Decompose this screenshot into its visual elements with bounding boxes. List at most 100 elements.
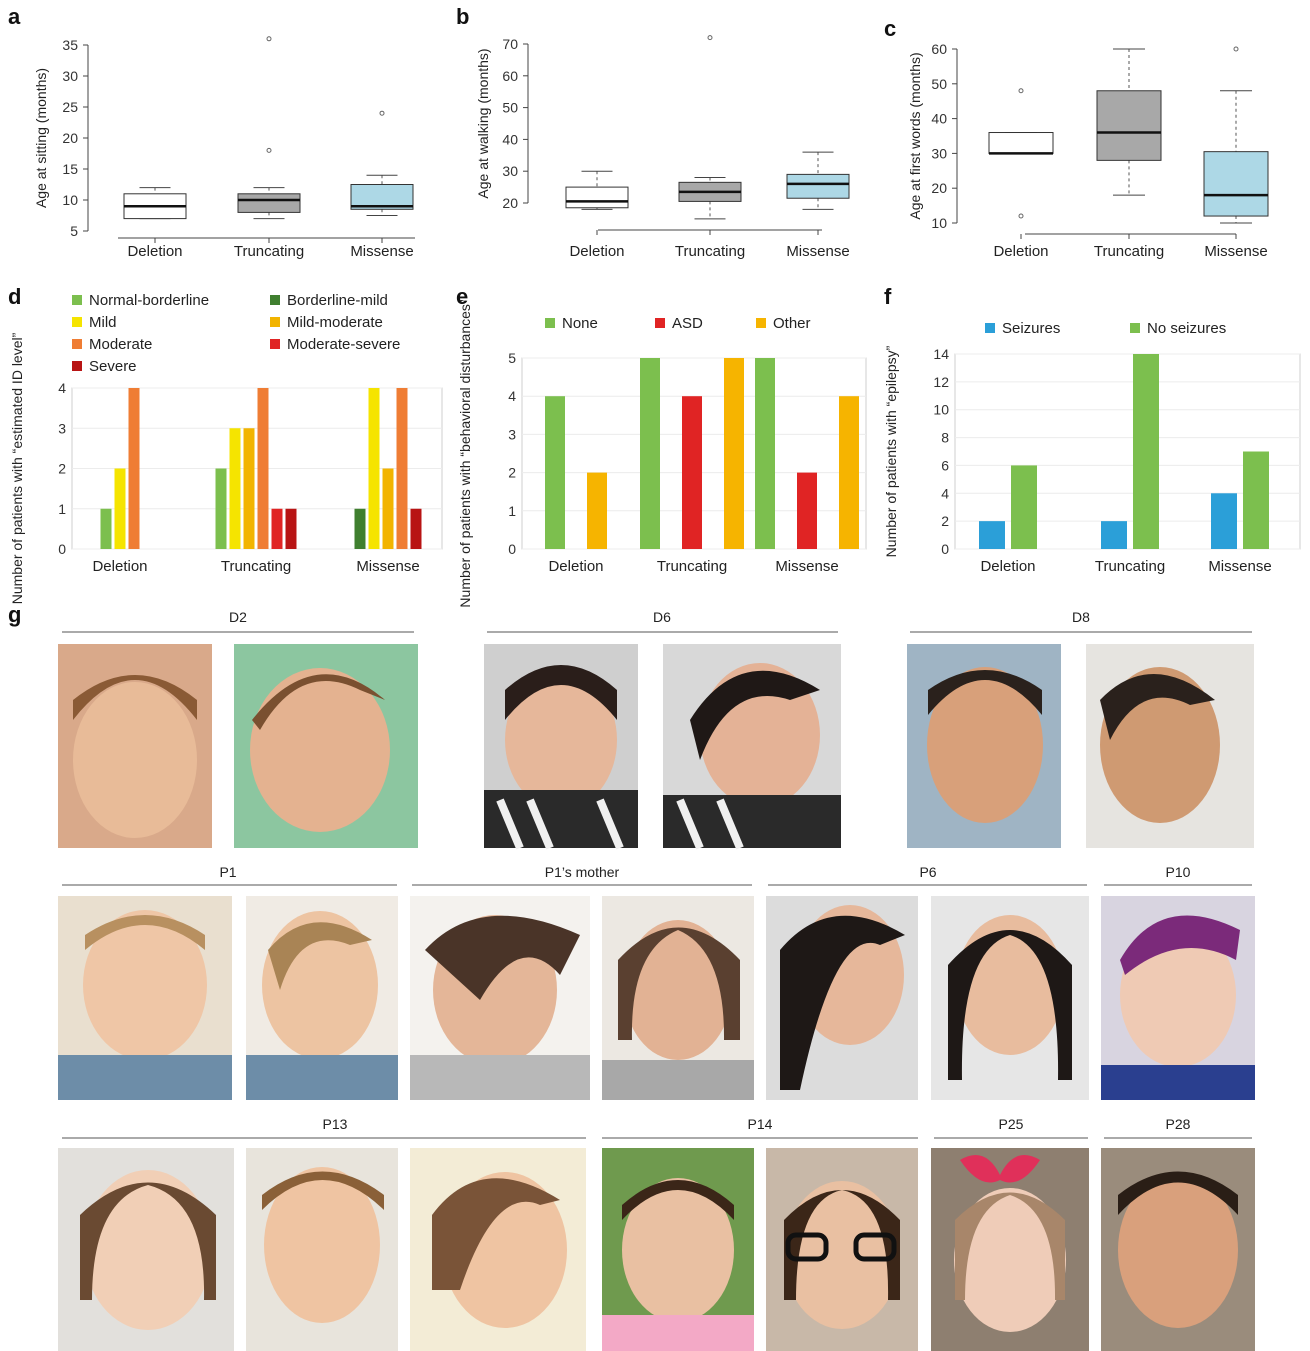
chart-age-at-sitting: 5 10 15 20 25 30 35 Deletion Truncating Missense A… (33, 36, 415, 260)
bar-missense-severe (410, 508, 422, 549)
photo-p10-frontal (1101, 896, 1255, 1100)
y-tick-label: 2 (58, 461, 66, 477)
category-label-missense: Missense (1204, 243, 1267, 260)
legend-swatch (545, 318, 555, 328)
group-label-p14: P14 (748, 1116, 773, 1132)
bar-deletion-seizures (979, 521, 1005, 549)
bar-truncating-moderate-severe (271, 508, 283, 549)
legend-label: ASD (672, 315, 703, 332)
box-missense (1203, 151, 1269, 217)
group-label-p1-mother: P1’s mother (545, 864, 620, 880)
legend-swatch (1130, 323, 1140, 333)
y-tick-label: 50 (931, 76, 947, 92)
y-axis-title: Age at sitting (months) (33, 68, 49, 208)
photo-p13-profile (410, 1148, 586, 1351)
bar-missense-mild (368, 388, 380, 549)
legend-swatch (270, 317, 280, 327)
outlier-point (379, 110, 385, 116)
y-tick-label: 0 (58, 541, 66, 557)
legend-label: Moderate (89, 336, 152, 353)
legend-label: Mild-moderate (287, 314, 383, 331)
y-tick-label: 3 (58, 420, 66, 436)
category-label-truncating: Truncating (234, 243, 304, 260)
category-label-deletion: Deletion (127, 243, 182, 260)
box-truncating (1096, 90, 1162, 161)
photo-d2-profile (234, 644, 418, 848)
category-label-deletion: Deletion (569, 243, 624, 260)
y-tick-label: 12 (933, 374, 949, 390)
group-label-p6: P6 (919, 864, 936, 880)
box-deletion (565, 186, 629, 209)
y-tick-label: 14 (933, 346, 949, 362)
legend-swatch (756, 318, 766, 328)
y-tick-label: 60 (931, 41, 947, 57)
legend-swatch (655, 318, 665, 328)
photo-p13-frontal-child (246, 1148, 398, 1351)
photo-p1-profile (246, 896, 398, 1100)
photo-p6-profile (766, 896, 918, 1100)
y-tick-label: 50 (502, 100, 518, 116)
photo-p13-frontal-toddler (58, 1148, 234, 1351)
chart-estimated-id-level: 0 1 2 3 4 Number of patients with “estimated … (9, 292, 443, 604)
y-tick-label: 0 (941, 541, 949, 557)
category-label-deletion: Deletion (548, 558, 603, 575)
category-label-missense: Missense (775, 558, 838, 575)
bar-missense-moderate (396, 388, 408, 549)
bar-truncating-no-seizures (1133, 354, 1159, 549)
photo-p1-mother-frontal (602, 896, 754, 1100)
y-tick-label: 3 (508, 426, 516, 442)
bar-truncating-none (640, 358, 660, 549)
y-tick-label: 10 (62, 192, 78, 208)
bar-truncating-severe (285, 508, 297, 549)
category-label-missense: Missense (1208, 558, 1271, 575)
y-tick-label: 70 (502, 36, 518, 52)
category-label-deletion: Deletion (980, 558, 1035, 575)
panel-letter-d: d (8, 284, 21, 309)
y-tick-label: 20 (502, 195, 518, 211)
photo-p14-frontal-toddler (602, 1148, 754, 1351)
bar-missense-seizures (1211, 493, 1237, 549)
y-axis-title: Number of patients with “epilepsy” (883, 345, 899, 557)
box-missense (786, 173, 850, 199)
bar-truncating-mild (229, 428, 241, 549)
panel-letter-f: f (884, 284, 892, 309)
bar-deletion-other (587, 472, 607, 549)
panel-letter-a: a (8, 4, 21, 29)
y-tick-label: 15 (62, 161, 78, 177)
y-tick-label: 30 (502, 163, 518, 179)
patient-photo-panel: D2 D6 D8 (58, 609, 1255, 1351)
legend-swatch (72, 295, 82, 305)
photo-p25-frontal (931, 1148, 1089, 1351)
category-label-missense: Missense (350, 243, 413, 260)
chart-age-at-first-words: 10 20 30 40 50 60 Deletion Truncating Missense Ag… (907, 41, 1269, 260)
photo-p1-frontal (58, 896, 232, 1100)
bar-deletion-normal-borderline (100, 508, 112, 549)
legend-swatch (985, 323, 995, 333)
category-label-truncating: Truncating (1095, 558, 1165, 575)
bar-deletion-moderate (128, 388, 140, 549)
y-tick-label: 5 (508, 350, 516, 366)
y-tick-label: 4 (941, 485, 949, 501)
photo-p14-frontal-child (766, 1148, 918, 1351)
y-tick-label: 4 (58, 380, 66, 396)
group-label-d2: D2 (229, 609, 247, 625)
photo-p28-frontal (1101, 1148, 1255, 1351)
bar-truncating-normal-borderline (215, 468, 227, 549)
y-axis-title: Number of patients with “behavioral dist… (457, 299, 473, 607)
photo-p1-mother-profile (410, 896, 590, 1100)
legend-label: Severe (89, 358, 137, 375)
legend-label: Other (773, 315, 811, 332)
category-label-deletion: Deletion (92, 558, 147, 575)
y-tick-label: 40 (502, 131, 518, 147)
legend-swatch (72, 361, 82, 371)
y-axis-title: Age at walking (months) (475, 48, 491, 198)
chart-behavioral-disturbances: 0 1 2 3 4 5 Number of patients with “behaviora… (457, 299, 867, 608)
bar-truncating-mild-moderate (243, 428, 255, 549)
bar-truncating-moderate (257, 388, 269, 549)
group-label-p10: P10 (1166, 864, 1191, 880)
panel-letter-b: b (456, 4, 469, 29)
y-tick-label: 20 (62, 130, 78, 146)
bar-deletion-no-seizures (1011, 465, 1037, 549)
y-tick-label: 10 (931, 215, 947, 231)
y-tick-label: 35 (62, 37, 78, 53)
